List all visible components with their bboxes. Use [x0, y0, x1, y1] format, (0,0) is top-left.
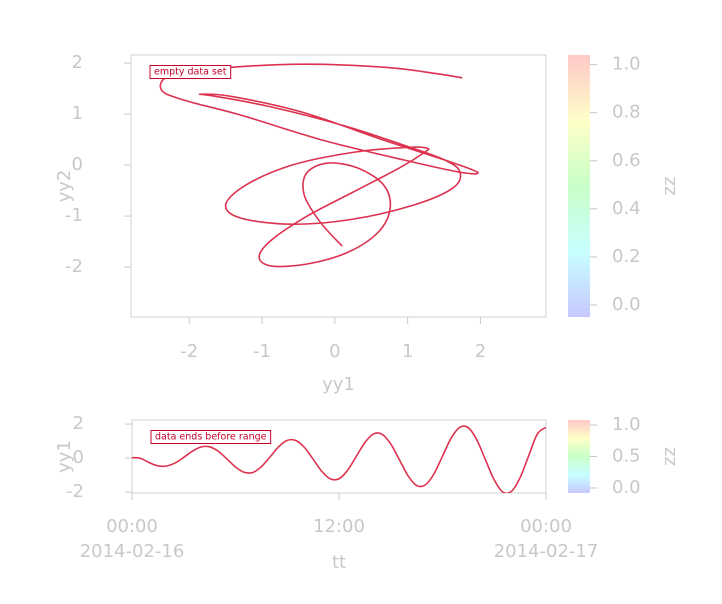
- colorbar-tick-label: 0.5: [612, 446, 641, 467]
- colorbar-title: zz: [659, 447, 680, 466]
- x-tick-label: 00:00: [106, 516, 158, 537]
- y-tick-label: 2: [72, 52, 83, 73]
- colorbar-tick-label: 0.8: [612, 102, 641, 123]
- plot-frame: [130, 54, 547, 318]
- y-tick-label: 0: [73, 447, 84, 468]
- x-tick-label: 2014-02-17: [494, 541, 599, 562]
- annotation-box: [149, 65, 232, 79]
- y-axis-title: yy2: [54, 170, 75, 203]
- plot-area: [132, 425, 546, 493]
- x-tick-label: -2: [180, 341, 198, 362]
- y-axis-title: yy1: [54, 440, 75, 473]
- x-axis-title: yy1: [322, 374, 355, 395]
- y-tick-label: -1: [65, 205, 83, 226]
- x-tick-label: 1: [402, 341, 413, 362]
- x-axis-title: tt: [332, 552, 346, 573]
- colorbar-title: zz: [659, 177, 680, 196]
- x-tick-label: -1: [253, 341, 271, 362]
- colorbar: [568, 420, 590, 493]
- colorbar-tick-label: 0.0: [612, 477, 641, 498]
- y-tick-label: 0: [72, 154, 83, 175]
- colorbar-tick-label: 0.0: [612, 294, 641, 315]
- colorbar-tick-label: 0.4: [612, 198, 641, 219]
- y-tick-label: -2: [65, 256, 83, 277]
- x-tick-label: 2: [475, 341, 486, 362]
- colorbar: [568, 55, 590, 317]
- colorbar-tick-label: 0.2: [612, 246, 641, 267]
- annotation-box: [150, 430, 272, 444]
- plot-area: [159, 63, 479, 268]
- annotation: empty data set: [154, 67, 227, 78]
- y-tick-label: 1: [72, 103, 83, 124]
- data-line: [132, 425, 546, 493]
- colorbar-tick-label: 1.0: [612, 414, 641, 435]
- colorbar-tick-label: 0.6: [612, 150, 641, 171]
- y-tick-label: 2: [73, 413, 84, 434]
- x-tick-label: 00:00: [520, 516, 572, 537]
- y-tick-label: -2: [66, 481, 84, 502]
- data-line: [159, 63, 479, 268]
- x-tick-label: 0: [329, 341, 340, 362]
- annotation: data ends before range: [155, 432, 267, 443]
- x-tick-label: 2014-02-16: [80, 541, 185, 562]
- x-tick-label: 12:00: [313, 516, 365, 537]
- colorbar-tick-label: 1.0: [612, 54, 641, 75]
